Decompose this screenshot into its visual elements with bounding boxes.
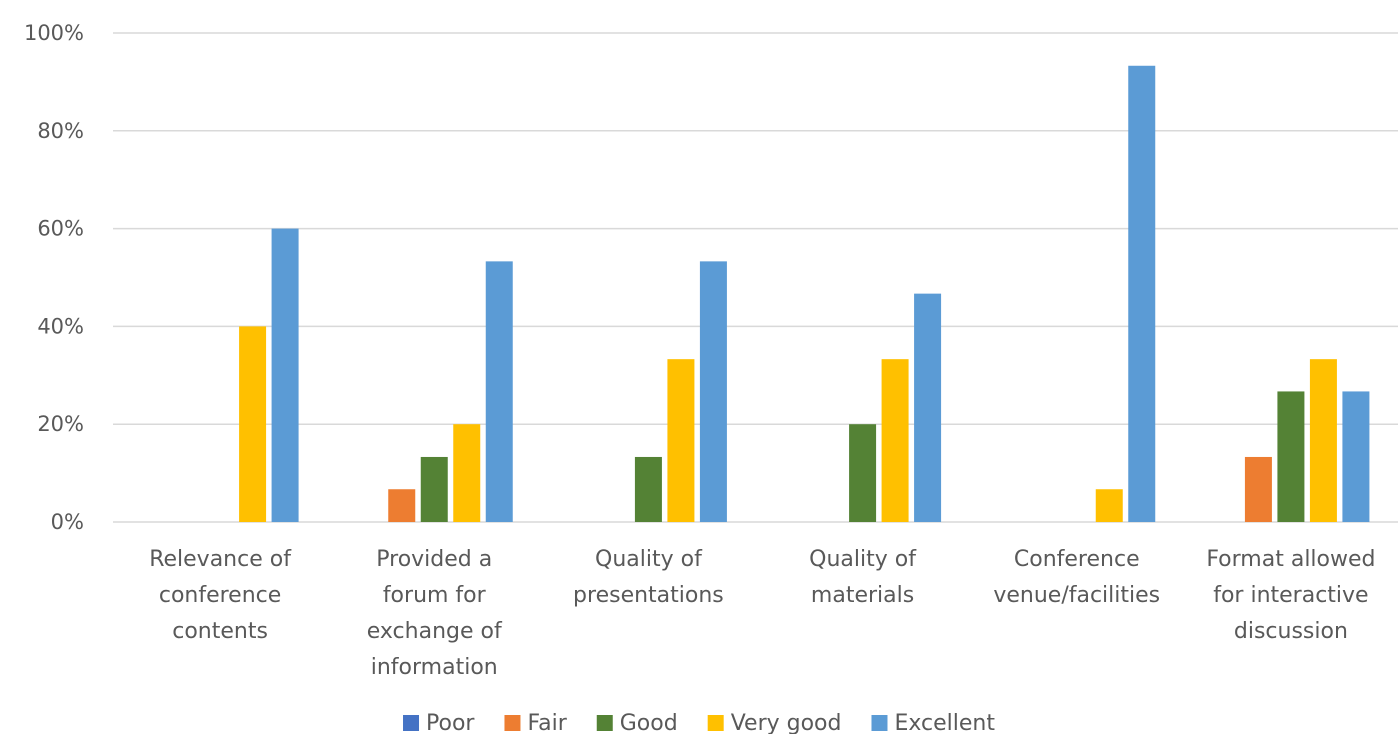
bar-very-good: [667, 359, 695, 522]
x-category-label-line: contents: [172, 619, 268, 644]
legend-swatch: [707, 715, 724, 731]
bar-fair: [388, 489, 416, 522]
legend-swatch: [504, 715, 521, 731]
x-category-label-line: exchange of: [367, 619, 503, 644]
x-category-label-line: venue/facilities: [993, 583, 1160, 608]
bar-very-good: [239, 326, 267, 522]
legend-item: Fair: [504, 711, 568, 734]
x-category-label-line: Conference: [1014, 547, 1140, 572]
x-category-label: Quality of materials: [809, 547, 917, 608]
x-category-label: Provided a forum for exchange of informatio…: [367, 547, 503, 680]
x-category-label: Conference venue/facilities: [993, 547, 1160, 608]
bar-excellent: [914, 293, 942, 522]
bar-good: [849, 424, 877, 522]
bar-excellent: [1342, 391, 1370, 522]
x-category-label-line: for interactive: [1213, 583, 1368, 608]
legend-item: Good: [596, 711, 678, 734]
x-category-label: Relevance of conference contents: [149, 547, 292, 644]
y-tick-label: 40%: [37, 314, 84, 338]
y-tick-label: 60%: [37, 217, 84, 241]
x-category-label-line: discussion: [1234, 619, 1348, 644]
y-tick-label: 20%: [37, 412, 84, 436]
bar-good: [420, 456, 448, 522]
bar-good: [1277, 391, 1305, 522]
legend-label: Good: [620, 711, 678, 734]
legend-label: Poor: [426, 711, 475, 734]
legend-label: Excellent: [894, 711, 995, 734]
bar-very-good: [453, 424, 481, 522]
bar-very-good: [1095, 489, 1123, 522]
bar-excellent: [271, 228, 299, 522]
legend-item: Very good: [707, 711, 842, 734]
x-category-label-line: Quality of: [595, 547, 703, 572]
bar-fair: [1244, 456, 1272, 522]
bar-very-good: [1309, 359, 1337, 522]
y-axis-tick-labels: 0% 20% 40% 60% 80% 100%: [24, 21, 84, 534]
x-category-label-line: Relevance of: [149, 547, 292, 572]
legend-item: Poor: [403, 711, 475, 734]
y-tick-label: 80%: [37, 119, 84, 143]
legend-label: Very good: [731, 711, 842, 734]
legend-label: Fair: [527, 711, 567, 734]
legend-item: Excellent: [871, 711, 995, 734]
bar-excellent: [485, 261, 513, 522]
bar-very-good: [881, 359, 909, 522]
x-axis-category-labels: Relevance of conference contents Provided a…: [149, 547, 1375, 680]
gridlines: [113, 32, 1398, 523]
bars: [239, 65, 1370, 522]
x-category-label-line: presentations: [573, 583, 724, 608]
legend-swatch: [871, 715, 888, 731]
x-category-label-line: materials: [811, 583, 914, 608]
x-category-label-line: Format allowed: [1206, 547, 1375, 572]
x-category-label: Format allowed for interactive discussion: [1206, 547, 1375, 644]
x-category-label-line: forum for: [383, 583, 487, 608]
bar-excellent: [1128, 65, 1156, 522]
bar-good: [634, 456, 662, 522]
y-tick-label: 100%: [24, 21, 84, 45]
y-tick-label: 0%: [51, 510, 84, 534]
legend-swatch: [403, 715, 420, 731]
x-category-label-line: Provided a: [376, 547, 492, 572]
x-category-label-line: information: [371, 655, 498, 680]
bar-excellent: [699, 261, 727, 522]
x-category-label: Quality of presentations: [573, 547, 724, 608]
legend: Poor Fair Good Very good Excellent: [403, 711, 995, 734]
x-category-label-line: Quality of: [809, 547, 917, 572]
legend-swatch: [596, 715, 613, 731]
x-category-label-line: conference: [159, 583, 281, 608]
